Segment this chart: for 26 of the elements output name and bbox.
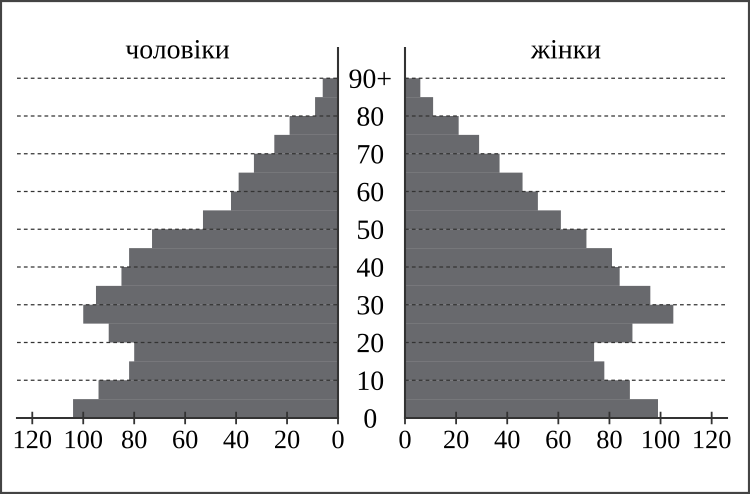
x-tick-label: 20 [275,430,300,448]
y-tick-label: 50 [358,220,384,240]
x-tick-label: 0 [399,430,411,448]
x-tick-label: 20 [444,430,468,448]
x-tick-label: 80 [122,430,146,448]
x-tick-label: 40 [494,430,520,448]
y-tick-label: 60 [358,182,384,202]
y-tick-label: 30 [358,296,384,315]
x-tick-label: 80 [597,430,622,448]
x-tick-label: 60 [546,430,571,448]
y-tick-label: 10 [358,371,384,390]
y-tick-label: 90+ [349,69,391,88]
x-tick-label: 40 [223,430,248,448]
y-tick-label: 80 [357,107,384,126]
x-tick-label: 120 [14,430,52,448]
y-tick-label: 0 [364,409,376,428]
chart-title: чоловіки [126,40,230,59]
x-tick-label: 120 [694,430,730,448]
x-tick-label: 0 [332,430,344,448]
y-tick-label: 40 [356,258,384,277]
y-tick-label: 20 [358,334,384,352]
y-tick-label: 70 [358,144,384,164]
x-tick-label: 100 [66,430,102,448]
x-tick-label: 60 [173,430,198,448]
chart-title: жінки [530,40,600,58]
x-tick-label: 100 [643,430,680,448]
